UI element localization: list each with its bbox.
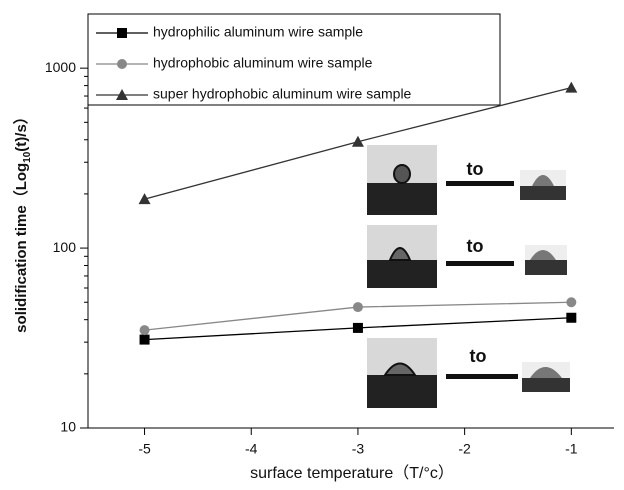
y-label-text: solidification time（Log xyxy=(12,163,30,333)
marker xyxy=(139,334,150,345)
legend-label: super hydrophobic aluminum wire sample xyxy=(153,86,412,102)
marker xyxy=(565,81,578,93)
annotation: to xyxy=(467,236,484,256)
x-axis-label: surface temperature（T/°c） xyxy=(250,464,454,482)
x-tick-label: -1 xyxy=(565,441,578,457)
legend-label: hydrophilic aluminum wire sample xyxy=(153,24,363,40)
annotation: to xyxy=(467,159,484,179)
marker xyxy=(566,312,577,323)
legend xyxy=(87,13,501,106)
y-tick-label: 1000 xyxy=(45,59,76,75)
inset-photos: to to to xyxy=(367,145,570,408)
marker xyxy=(352,302,363,313)
marker xyxy=(351,135,364,147)
legend-label: hydrophobic aluminum wire sample xyxy=(153,55,373,71)
marker xyxy=(138,193,151,205)
x-tick-label: -3 xyxy=(352,441,365,457)
x-tick-label: -5 xyxy=(138,441,151,457)
legend-marker xyxy=(116,89,128,100)
x-tick-label: -4 xyxy=(245,441,258,457)
y-label-suffix: (t)/s） xyxy=(12,109,30,152)
x-tick-label: -2 xyxy=(458,441,471,457)
marker xyxy=(566,297,577,308)
annotation: to xyxy=(470,346,487,366)
marker xyxy=(352,322,363,333)
y-tick-label: 100 xyxy=(53,239,77,255)
legend-marker xyxy=(117,59,127,69)
y-label-subscript: 10 xyxy=(22,151,33,163)
y-axis-label: solidification time（Log10(t)/s） xyxy=(12,109,33,333)
legend-marker xyxy=(117,28,127,38)
marker xyxy=(139,325,150,336)
y-tick-label: 10 xyxy=(60,419,76,435)
